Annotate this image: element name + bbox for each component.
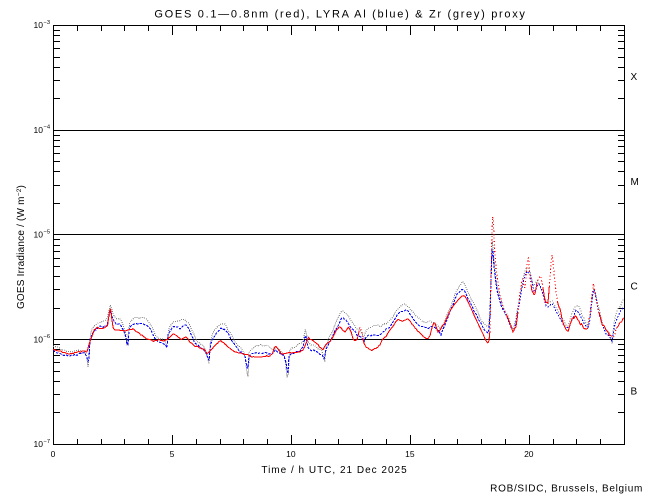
svg-text:15: 15 bbox=[405, 449, 415, 459]
svg-text:10: 10 bbox=[34, 230, 44, 240]
svg-text:10: 10 bbox=[34, 20, 44, 30]
svg-text:10: 10 bbox=[34, 439, 44, 449]
svg-text:−6: −6 bbox=[44, 334, 51, 340]
svg-text:−3: −3 bbox=[44, 20, 51, 26]
svg-text:C: C bbox=[631, 282, 638, 293]
svg-text:GOES Irradiance / (W m−2): GOES Irradiance / (W m−2) bbox=[16, 185, 27, 309]
svg-text:GOES 0.1—0.8nm (red), LYRA Al: GOES 0.1—0.8nm (red), LYRA Al (blue) & Z… bbox=[154, 9, 526, 21]
svg-text:−4: −4 bbox=[44, 125, 51, 131]
svg-text:10: 10 bbox=[286, 449, 296, 459]
svg-text:5: 5 bbox=[170, 449, 175, 459]
svg-text:ROB/SIDC, Brussels, Belgium: ROB/SIDC, Brussels, Belgium bbox=[490, 484, 643, 495]
svg-text:M: M bbox=[631, 177, 639, 188]
svg-text:10: 10 bbox=[34, 334, 44, 344]
svg-text:10: 10 bbox=[34, 125, 44, 135]
svg-text:B: B bbox=[631, 386, 638, 397]
svg-text:−7: −7 bbox=[44, 439, 51, 445]
svg-text:X: X bbox=[631, 72, 638, 83]
svg-text:20: 20 bbox=[524, 449, 534, 459]
svg-text:0: 0 bbox=[51, 449, 56, 459]
svg-text:Time / h UTC, 21 Dec 2025: Time / h UTC, 21 Dec 2025 bbox=[261, 465, 407, 476]
svg-text:−5: −5 bbox=[44, 229, 51, 235]
